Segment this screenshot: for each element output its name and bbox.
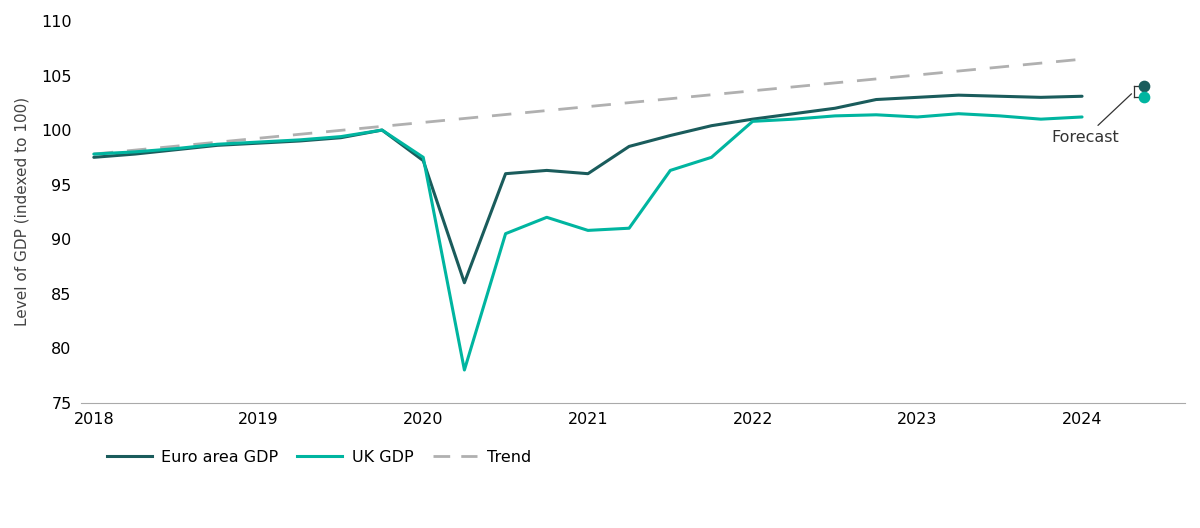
- Text: Forecast: Forecast: [1051, 94, 1132, 145]
- Point: [1134, 82, 1153, 91]
- Point: [1134, 93, 1153, 101]
- Legend: Euro area GDP, UK GDP, Trend: Euro area GDP, UK GDP, Trend: [101, 444, 538, 471]
- Y-axis label: Level of GDP (indexed to 100): Level of GDP (indexed to 100): [14, 97, 30, 326]
